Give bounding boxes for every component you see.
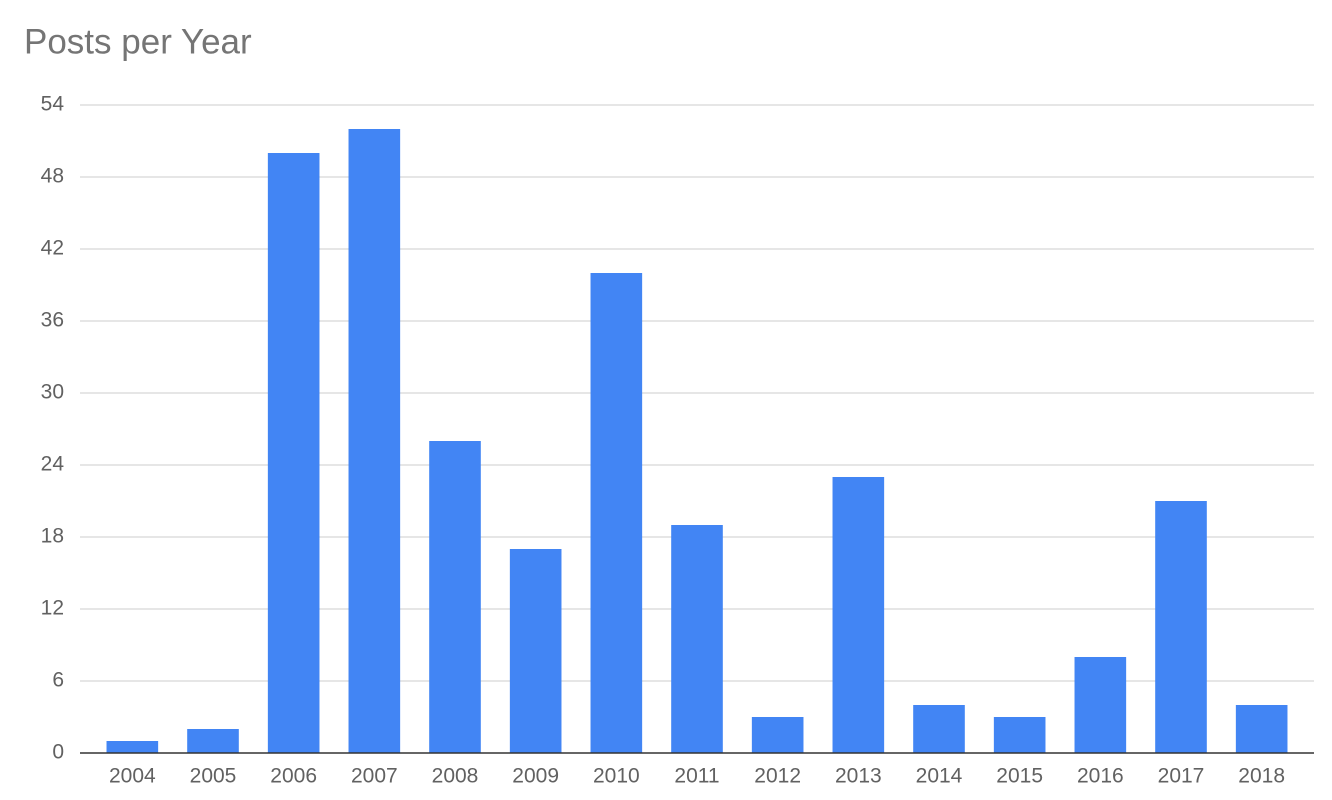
x-tick-label: 2005 [190, 765, 237, 788]
y-tick-label: 12 [41, 597, 64, 620]
x-tick-label: 2010 [593, 765, 640, 788]
x-tick-label: 2017 [1158, 765, 1205, 788]
bar [751, 717, 804, 753]
x-tick-label: 2018 [1238, 765, 1285, 788]
bar [832, 477, 885, 753]
x-tick-label: 2011 [674, 765, 719, 788]
x-tick-label: 2014 [916, 765, 963, 788]
x-tick-label: 2007 [351, 765, 398, 788]
bar [267, 153, 320, 753]
y-tick-label: 24 [41, 453, 65, 476]
x-tick-label: 2008 [432, 765, 479, 788]
bar [106, 741, 159, 753]
bar [1235, 705, 1288, 753]
chart-title: Posts per Year [24, 22, 252, 61]
x-tick-label: 2004 [109, 765, 156, 788]
bar [187, 729, 239, 753]
bar [590, 273, 643, 753]
x-tick-label: 2009 [512, 765, 559, 788]
y-tick-label: 36 [41, 309, 64, 332]
bar [348, 129, 401, 753]
y-tick-label: 42 [41, 237, 64, 260]
bar [993, 717, 1046, 753]
x-tick-label: 2006 [270, 765, 317, 788]
y-tick-label: 54 [41, 93, 65, 116]
x-tick-label: 2015 [996, 765, 1043, 788]
x-tick-label: 2012 [754, 765, 801, 788]
y-tick-label: 30 [41, 381, 64, 404]
bar [509, 549, 562, 753]
x-tick-label: 2013 [835, 765, 882, 788]
y-tick-label: 6 [52, 669, 64, 692]
bar [913, 705, 965, 753]
y-tick-label: 0 [52, 741, 64, 764]
y-tick-label: 48 [41, 165, 64, 188]
bar [1155, 501, 1207, 753]
bar [671, 525, 723, 753]
bar [429, 441, 481, 753]
x-tick-label: 2016 [1077, 765, 1124, 788]
bar [1074, 657, 1127, 753]
y-tick-label: 18 [41, 525, 64, 548]
